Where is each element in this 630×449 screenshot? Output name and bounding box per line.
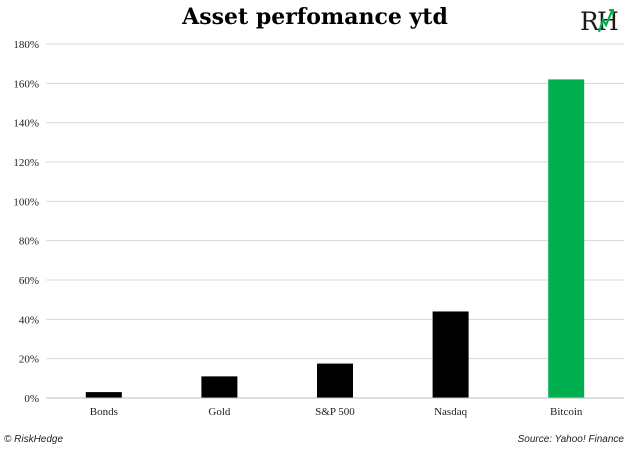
bar-bitcoin (548, 79, 585, 399)
y-tick-label: 120% (13, 157, 39, 169)
x-tick-label: Bonds (90, 406, 118, 418)
source-text: Source: Yahoo! Finance (517, 434, 624, 445)
chart-title: Asset perfomance ytd (182, 4, 448, 30)
y-tick-label: 60% (19, 275, 39, 287)
bar-bonds (85, 392, 122, 398)
bar-s-p-500 (317, 363, 353, 398)
y-axis-ticks: 0% 20% 40% 60% 80% 100% 120% 140% 160% 180% (13, 39, 39, 405)
x-axis-ticks: Bonds Gold S&P 500 Nasdaq Bitcoin (90, 406, 583, 418)
x-tick-label: S&P 500 (315, 406, 355, 418)
x-tick-label: Bitcoin (550, 406, 583, 418)
y-tick-label: 180% (13, 39, 39, 51)
y-tick-label: 40% (19, 314, 39, 326)
bar-gold (201, 376, 238, 398)
y-tick-label: 20% (19, 354, 39, 366)
svg-text:R: R (580, 7, 600, 36)
x-tick-label: Nasdaq (434, 406, 467, 418)
copyright-text: © RiskHedge (4, 434, 64, 445)
riskhedge-logo: R H (579, 6, 623, 36)
gridlines (46, 43, 624, 360)
y-tick-label: 140% (13, 118, 39, 130)
bars (85, 79, 585, 399)
y-tick-label: 100% (13, 196, 39, 208)
bar-nasdaq (432, 311, 469, 398)
y-tick-label: 80% (19, 236, 39, 248)
y-tick-label: 0% (24, 393, 39, 405)
x-tick-label: Gold (208, 406, 231, 418)
y-tick-label: 160% (13, 78, 39, 90)
